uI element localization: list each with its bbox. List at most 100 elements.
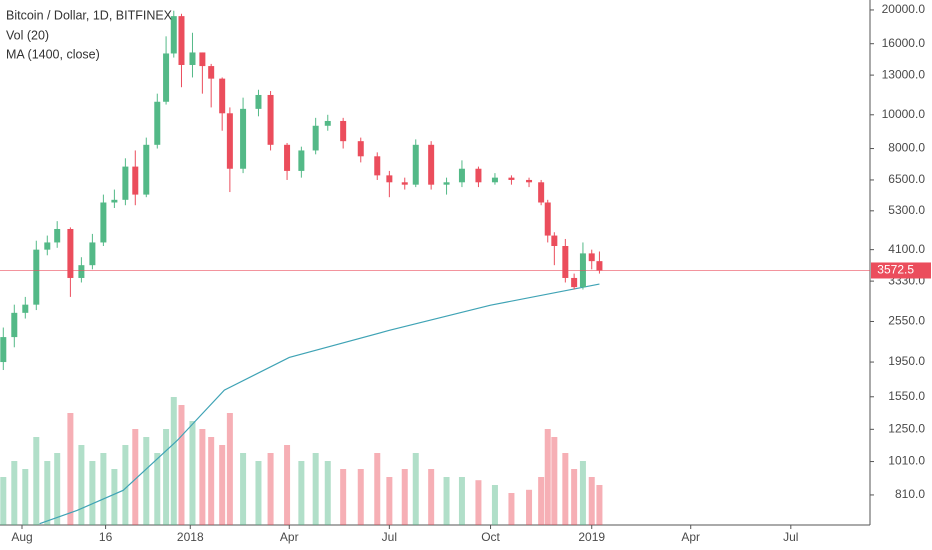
volume-bar	[163, 429, 170, 525]
candle-body	[219, 78, 226, 114]
candle-body	[208, 66, 215, 79]
candle-body	[189, 52, 196, 65]
volume-bar	[33, 437, 40, 525]
candle-body	[0, 337, 7, 363]
volume-bar	[111, 469, 118, 525]
candle-body	[44, 242, 51, 250]
last-price-badge	[871, 262, 931, 279]
y-tick-label: 5300.0	[888, 203, 925, 217]
candle-body	[78, 265, 85, 278]
volume-bar	[571, 469, 578, 525]
candle-body	[538, 182, 545, 203]
candle-body	[178, 16, 185, 65]
candle-body	[443, 182, 450, 185]
candle-body	[588, 253, 595, 262]
volume-bar	[189, 421, 196, 525]
volume-bar	[240, 453, 247, 525]
volume-bar	[54, 453, 61, 525]
candle-body	[33, 249, 40, 305]
candle-body	[571, 277, 578, 288]
volume-bar	[22, 469, 29, 525]
volume-bar	[284, 445, 291, 525]
volume-bar	[508, 493, 515, 525]
candle-body	[491, 177, 498, 183]
candle-body	[551, 235, 558, 247]
volume-bar	[312, 453, 319, 525]
volume-bar	[226, 413, 233, 525]
candle-body	[284, 144, 291, 171]
y-tick-label: 10000.0	[882, 107, 926, 121]
volume-bar	[596, 485, 603, 525]
volume-bar	[170, 397, 177, 525]
y-tick-label: 20000.0	[882, 2, 926, 16]
candle-body	[312, 125, 319, 151]
volume-bar	[44, 461, 51, 525]
volume-bar	[219, 445, 226, 525]
volume-bar	[551, 437, 558, 525]
volume-bar	[588, 477, 595, 525]
candle-body	[54, 228, 61, 243]
volume-bar	[298, 461, 305, 525]
x-tick-label: Oct	[481, 530, 500, 544]
candle-body	[11, 312, 18, 338]
volume-bar	[0, 477, 7, 525]
candle-body	[255, 94, 262, 109]
x-tick-label: Jul	[382, 530, 397, 544]
y-tick-label: 8000.0	[888, 141, 925, 155]
candle-body	[122, 166, 129, 200]
candle-body	[226, 113, 233, 169]
volume-bar	[67, 413, 74, 525]
x-tick-label: Jul	[783, 530, 798, 544]
candle-body	[508, 177, 515, 180]
x-tick-label: Apr	[280, 530, 299, 544]
y-tick-label: 1550.0	[888, 389, 925, 403]
candle-body	[340, 120, 347, 142]
candle-body	[22, 304, 29, 313]
volume-bar	[255, 461, 262, 525]
volume-bar	[324, 461, 331, 525]
candle-body	[199, 52, 206, 67]
candle-body	[562, 246, 569, 278]
volume-bar	[443, 477, 450, 525]
candle-body	[475, 168, 482, 183]
candle-body	[132, 166, 139, 195]
volume-bar	[78, 445, 85, 525]
volume-bar	[199, 429, 206, 525]
y-tick-label: 6500.0	[888, 172, 925, 186]
volume-bar	[178, 405, 185, 525]
candle-body	[374, 156, 381, 176]
candle-body	[544, 202, 551, 236]
volume-bar	[89, 461, 96, 525]
candle-body	[401, 182, 408, 185]
ma-line	[39, 283, 600, 525]
volume-bar	[357, 469, 364, 525]
indicator-label: MA (1400, close)	[6, 47, 100, 61]
y-tick-label: 810.0	[895, 487, 925, 501]
candle-body	[386, 175, 393, 183]
volume-bar	[428, 469, 435, 525]
candle-body	[111, 199, 118, 203]
candle-body	[89, 242, 96, 266]
volume-bar	[340, 469, 347, 525]
volume-bar	[11, 461, 18, 525]
candle-body	[143, 144, 150, 195]
candle-body	[324, 120, 331, 126]
plot-area	[0, 10, 603, 525]
candle-body	[163, 53, 170, 102]
candle-body	[240, 108, 247, 169]
candle-body	[298, 150, 305, 171]
volume-bar	[562, 453, 569, 525]
volume-bar	[401, 469, 408, 525]
y-tick-label: 1010.0	[888, 454, 925, 468]
x-tick-label: 2019	[578, 530, 605, 544]
volume-bar	[458, 477, 465, 525]
x-tick-label: 2018	[177, 530, 204, 544]
chart-title: Bitcoin / Dollar, 1D, BITFINEX	[6, 8, 173, 22]
candle-body	[267, 94, 274, 145]
y-tick-label: 1250.0	[888, 421, 925, 435]
x-tick-label: Aug	[11, 530, 32, 544]
candle-body	[412, 144, 419, 185]
volume-bar	[132, 429, 139, 525]
y-tick-label: 16000.0	[882, 36, 926, 50]
